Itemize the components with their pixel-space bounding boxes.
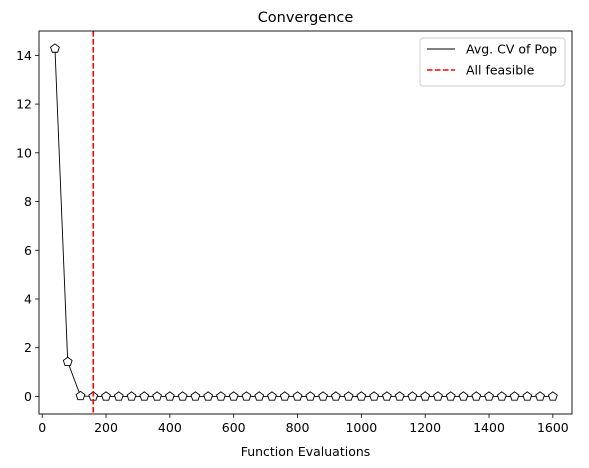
y-tick-label: 0 — [24, 389, 32, 404]
y-tick-label: 12 — [16, 97, 32, 112]
y-tick-label: 8 — [24, 194, 32, 209]
x-tick-label: 0 — [38, 420, 46, 435]
data-point — [535, 391, 545, 401]
x-axis-label: Function Evaluations — [241, 444, 371, 459]
data-point — [216, 391, 226, 401]
x-tick-label: 400 — [158, 420, 182, 435]
data-point — [305, 391, 316, 401]
data-point — [407, 391, 418, 401]
data-point — [139, 391, 150, 401]
data-point — [496, 391, 507, 401]
data-point — [113, 391, 124, 401]
data-point — [458, 391, 469, 401]
chart-title: Convergence — [258, 10, 354, 26]
data-point — [292, 391, 303, 401]
data-point — [50, 43, 60, 53]
data-point — [203, 391, 214, 401]
x-tick-label: 1000 — [345, 420, 377, 435]
legend-box — [419, 37, 566, 87]
data-point — [164, 391, 175, 401]
plot-area — [50, 31, 558, 414]
data-point — [152, 391, 162, 401]
data-point — [433, 391, 443, 401]
y-axis: 0 2 4 6 8 10 12 14 — [16, 48, 39, 404]
y-tick-label: 14 — [16, 48, 32, 63]
x-tick-label: 1400 — [473, 420, 505, 435]
data-point — [369, 391, 380, 401]
data-point — [381, 391, 392, 401]
data-point — [126, 391, 137, 401]
y-tick-label: 10 — [16, 145, 32, 160]
data-point — [509, 391, 520, 401]
data-point — [343, 391, 354, 401]
data-point — [471, 391, 482, 401]
data-point — [445, 391, 456, 401]
data-point — [318, 391, 328, 401]
data-point — [177, 391, 188, 401]
legend-label-all-feasible: All feasible — [466, 63, 535, 78]
data-point — [484, 391, 494, 401]
data-point — [330, 391, 341, 401]
legend: Avg. CV of Pop All feasible — [419, 37, 566, 87]
data-point — [356, 391, 367, 401]
data-point — [241, 391, 252, 401]
data-point — [394, 391, 405, 401]
data-point — [62, 356, 73, 367]
x-tick-label: 800 — [286, 420, 310, 435]
y-tick-label: 4 — [24, 292, 32, 307]
data-point — [420, 391, 431, 401]
data-point — [547, 391, 558, 401]
x-axis: 0 200 400 600 800 1000 1200 1400 1600 — [38, 414, 569, 435]
data-point — [267, 391, 277, 401]
y-tick-label: 6 — [24, 243, 32, 258]
x-tick-label: 1600 — [537, 420, 569, 435]
x-tick-label: 200 — [94, 420, 118, 435]
data-point — [254, 391, 265, 401]
x-tick-label: 1200 — [409, 420, 441, 435]
legend-label-avg-cv: Avg. CV of Pop — [466, 42, 557, 57]
data-point — [190, 391, 201, 401]
series-line-avg-cv — [54, 48, 553, 397]
axes-frame — [38, 30, 573, 415]
data-point — [101, 391, 111, 401]
x-tick-label: 600 — [222, 420, 246, 435]
data-point — [75, 390, 86, 401]
y-tick-label: 2 — [24, 340, 32, 355]
data-point — [228, 391, 239, 401]
data-point — [279, 391, 290, 401]
data-point — [522, 391, 533, 401]
